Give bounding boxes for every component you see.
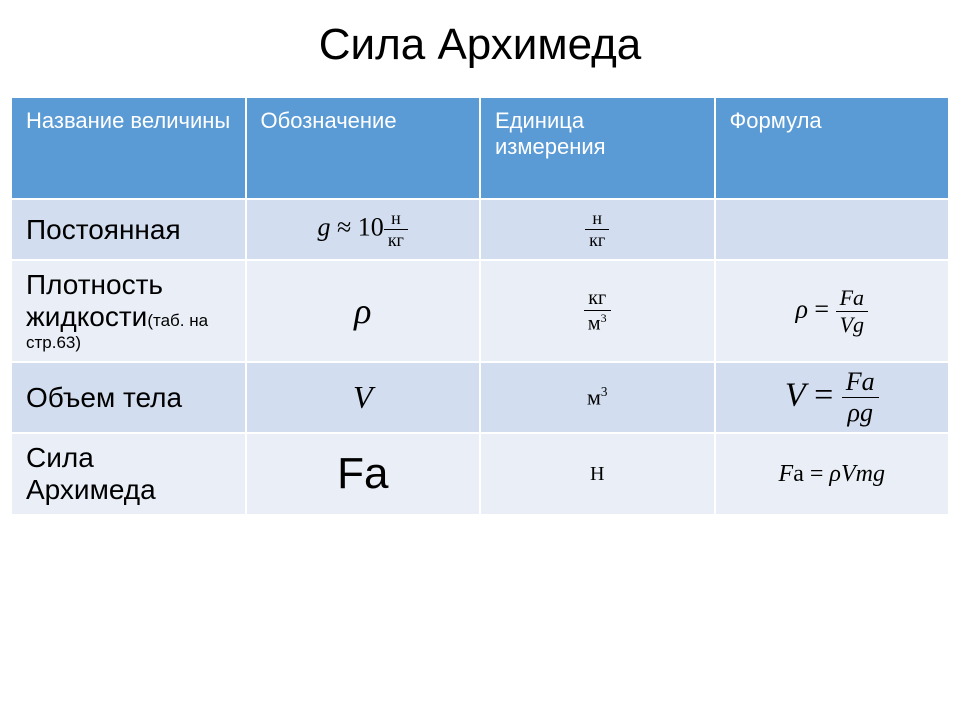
cell-formula: V = Faρg	[715, 362, 950, 433]
table-body: Постояннаяg ≈ 10нкгнкгПлотность жидкости…	[11, 199, 949, 515]
table-row: Объем телаVм3V = Faρg	[11, 362, 949, 433]
cell-formula: ρ = FaVg	[715, 260, 950, 362]
cell-unit: м3	[480, 362, 715, 433]
cell-symbol: V	[246, 362, 481, 433]
slide-title: Сила Архимеда	[10, 20, 950, 70]
cell-unit: Н	[480, 433, 715, 515]
col-name: Название величины	[11, 97, 246, 199]
table-row: Плотность жидкости(таб. на стр.63)ρкгм3ρ…	[11, 260, 949, 362]
col-symbol: Обозначение	[246, 97, 481, 199]
col-unit: Единица измерения	[480, 97, 715, 199]
cell-formula	[715, 199, 950, 260]
cell-name: Объем тела	[11, 362, 246, 433]
cell-unit: кгм3	[480, 260, 715, 362]
cell-symbol: Fa	[246, 433, 481, 515]
col-formula: Формула	[715, 97, 950, 199]
table-header-row: Название величины Обозначение Единица из…	[11, 97, 949, 199]
cell-unit: нкг	[480, 199, 715, 260]
cell-symbol: g ≈ 10нкг	[246, 199, 481, 260]
table-row: Сила АрхимедаFaНFa = ρVтg	[11, 433, 949, 515]
cell-name: Плотность жидкости(таб. на стр.63)	[11, 260, 246, 362]
physics-table: Название величины Обозначение Единица из…	[10, 96, 950, 516]
cell-symbol: ρ	[246, 260, 481, 362]
table-row: Постояннаяg ≈ 10нкгнкг	[11, 199, 949, 260]
slide: Сила Архимеда Название величины Обозначе…	[0, 0, 960, 720]
cell-formula: Fa = ρVтg	[715, 433, 950, 515]
cell-name: Сила Архимеда	[11, 433, 246, 515]
cell-name: Постоянная	[11, 199, 246, 260]
